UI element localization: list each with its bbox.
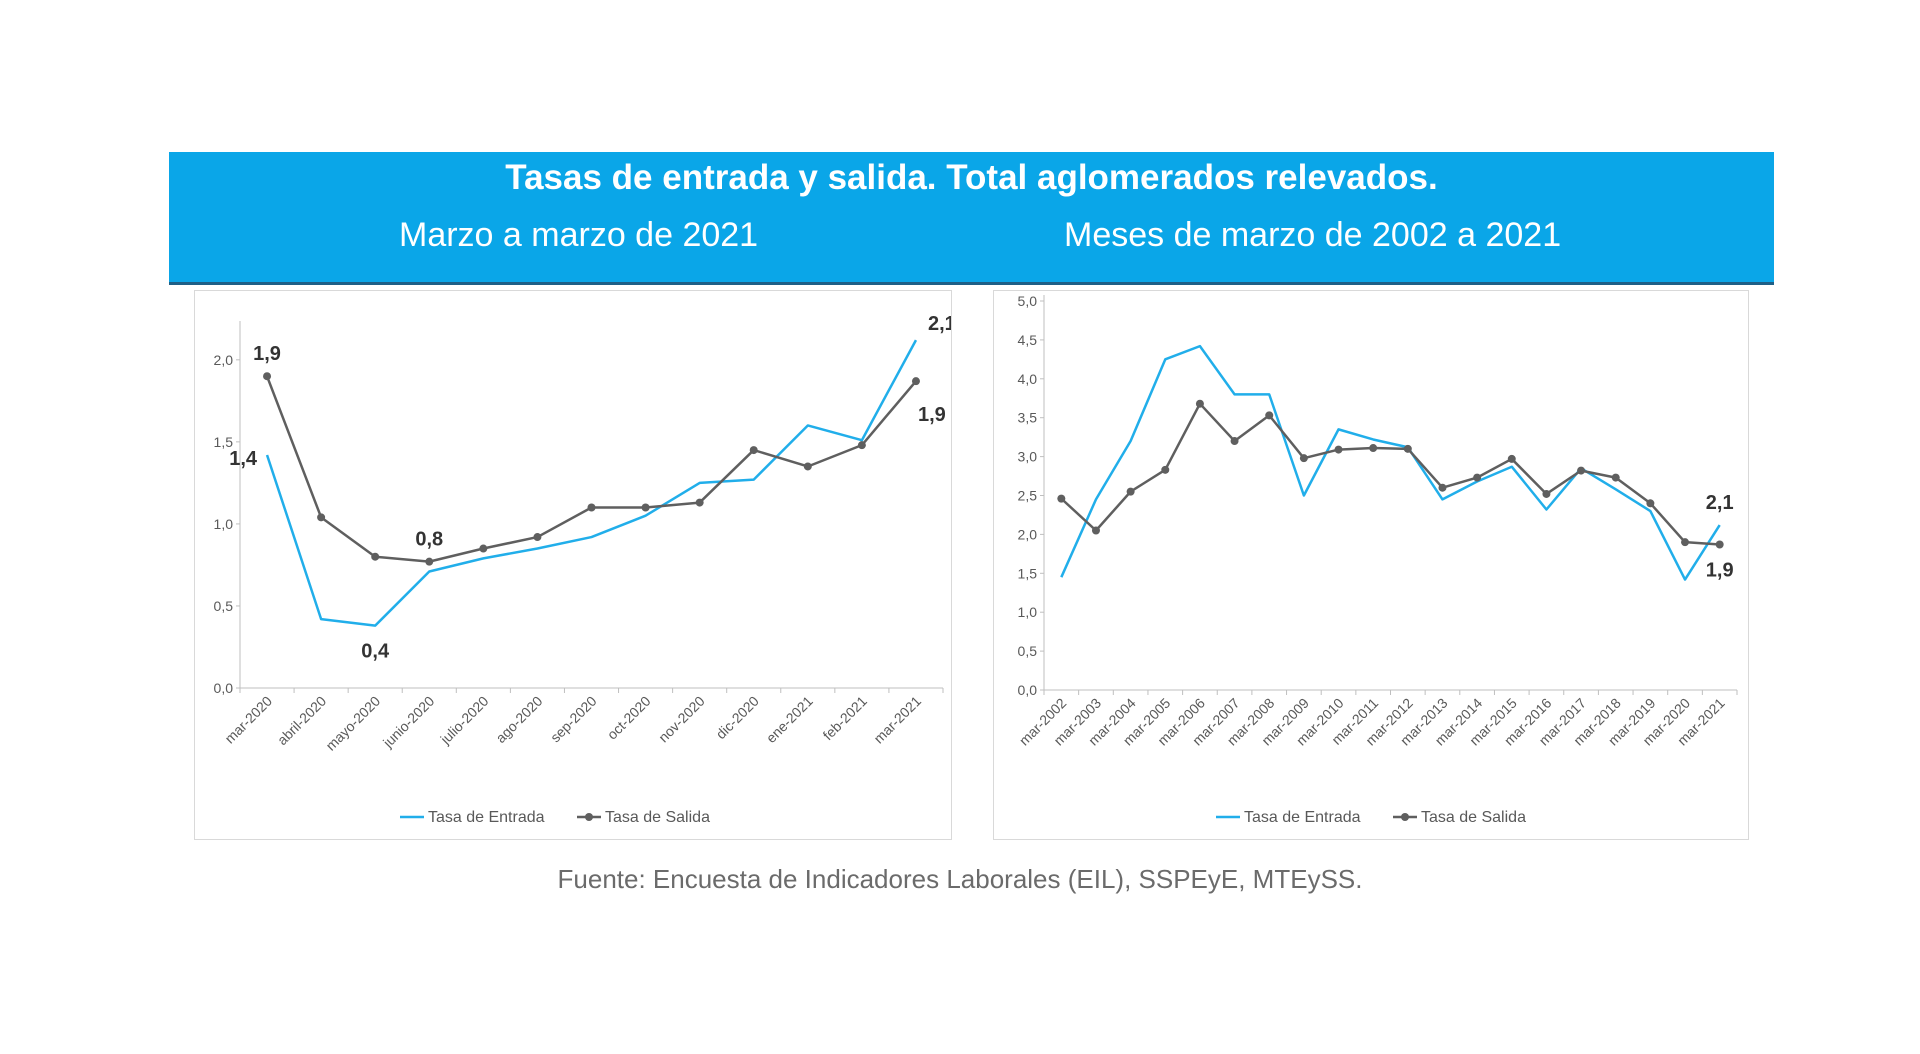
left-point-tasa-de-salida [263,372,272,381]
left-point-tasa-de-salida [479,544,488,553]
right-point-tasa-de-salida [1299,454,1308,463]
chart-right: 0,00,51,01,52,02,53,03,54,04,55,0mar-200… [1016,293,1738,826]
left-y-tick-label: 1,5 [214,434,234,450]
right-legend-label-tasa-de-entrada: Tasa de Entrada [1244,809,1361,826]
right-point-tasa-de-salida [1091,526,1100,535]
right-y-tick-label: 4,0 [1018,371,1038,387]
left-point-tasa-de-salida [317,513,326,522]
left-data-label: 1,4 [229,448,258,470]
right-y-tick-label: 5,0 [1018,293,1038,309]
left-y-tick-label: 0,5 [214,598,234,614]
right-point-tasa-de-salida [1369,444,1378,453]
left-legend-label-tasa-de-entrada: Tasa de Entrada [428,809,545,826]
left-point-tasa-de-salida [803,462,812,471]
left-y-tick-label: 0,0 [214,680,234,696]
right-point-tasa-de-salida [1646,499,1655,508]
left-point-tasa-de-salida [533,533,542,542]
left-data-label: 2,1 [928,313,951,335]
left-point-tasa-de-salida [695,498,704,507]
right-y-tick-label: 3,0 [1018,449,1038,465]
left-legend-label-tasa-de-salida: Tasa de Salida [605,809,710,826]
source-note: Fuente: Encuesta de Indicadores Laborale… [557,864,1363,894]
right-y-tick-label: 0,0 [1018,682,1038,698]
left-x-tick-label: sep-2020 [547,693,600,746]
left-x-tick-label: mayo-2020 [322,693,383,754]
right-point-tasa-de-salida [1438,483,1447,492]
right-y-tick-label: 0,5 [1018,643,1038,659]
left-data-label: 0,4 [361,641,390,663]
left-x-tick-label: feb-2021 [820,693,871,744]
right-point-tasa-de-salida [1611,473,1620,482]
left-x-tick-label: abril-2020 [274,693,329,748]
right-point-tasa-de-salida [1577,466,1586,475]
left-x-tick-label: mar-2021 [870,693,924,747]
right-data-label: 2,1 [1706,492,1734,514]
right-y-tick-label: 2,0 [1018,526,1038,542]
left-data-label: 0,8 [415,529,443,551]
right-point-tasa-de-salida [1681,538,1690,547]
left-point-tasa-de-salida [911,377,920,386]
left-point-tasa-de-salida [749,446,758,455]
right-point-tasa-de-salida [1403,444,1412,453]
right-series-line-tasa-de-salida [1060,402,1720,546]
right-point-tasa-de-salida [1507,454,1516,463]
left-point-tasa-de-salida [587,503,596,512]
right-point-tasa-de-salida [1473,473,1482,482]
left-x-tick-label: junio-2020 [379,693,437,751]
left-x-tick-label: nov-2020 [655,693,708,746]
right-legend-marker-tasa-de-salida [1401,813,1409,821]
left-point-tasa-de-salida [425,557,434,566]
left-legend-marker-tasa-de-salida [585,813,593,821]
right-point-tasa-de-salida [1715,540,1724,549]
chart-left: 0,0 0,5 1,0 1,5 2,0 mar-2020abril-2020mayo-20… [214,313,956,826]
chart-panel-right: 0,0 0,5 1,0 1,5 2,0 2,5 3,0 3,5 4,0 4,5 5,0 mar-200… [993,290,1749,840]
left-x-tick-label: oct-2020 [604,693,654,743]
right-y-tick-label: 4,5 [1018,332,1038,348]
right-point-tasa-de-salida [1542,489,1551,498]
right-point-tasa-de-salida [1195,399,1204,408]
right-y-tick-label: 3,5 [1018,410,1038,426]
right-y-tick-label: 2,5 [1018,488,1038,504]
right-point-tasa-de-salida [1161,465,1170,474]
right-data-label: 1,9 [1706,560,1734,582]
left-series-line-tasa-de-salida [265,375,917,563]
left-point-tasa-de-salida [857,441,866,450]
left-data-label: 1,9 [253,343,281,365]
left-y-tick-label: 1,0 [214,516,234,532]
header-banner: Tasas de entrada y salida. Total aglomer… [169,152,1774,285]
right-point-tasa-de-salida [1265,411,1274,420]
left-x-tick-label: mar-2020 [221,693,275,747]
right-legend-label-tasa-de-salida: Tasa de Salida [1421,809,1526,826]
right-point-tasa-de-salida [1230,437,1239,446]
right-y-tick-label: 1,5 [1018,565,1038,581]
left-series-line-tasa-de-entrada [265,339,918,627]
right-y-tick-label: 1,0 [1018,604,1038,620]
left-x-tick-label: ago-2020 [492,693,545,746]
right-point-tasa-de-salida [1057,494,1066,503]
right-point-tasa-de-salida [1334,445,1343,454]
left-x-tick-label: julio-2020 [437,693,492,748]
subtitle-left: Marzo a marzo de 2021 [399,216,759,254]
right-point-tasa-de-salida [1126,487,1135,496]
left-data-label: 1,9 [918,404,946,426]
right-series-line-tasa-de-entrada [1060,344,1721,581]
subtitle-right: Meses de marzo de 2002 a 2021 [1064,216,1562,254]
left-x-tick-label: ene-2021 [763,693,816,746]
left-y-tick-label: 2,0 [214,352,234,368]
left-x-tick-label: dic-2020 [713,693,762,742]
left-point-tasa-de-salida [371,552,380,561]
left-point-tasa-de-salida [641,503,650,512]
chart-panel-left: 0,0 0,5 1,0 1,5 2,0 mar-2020 abril-2020 mayo-20… [194,290,956,840]
page-title: Tasas de entrada y salida. Total aglomer… [505,158,1438,197]
